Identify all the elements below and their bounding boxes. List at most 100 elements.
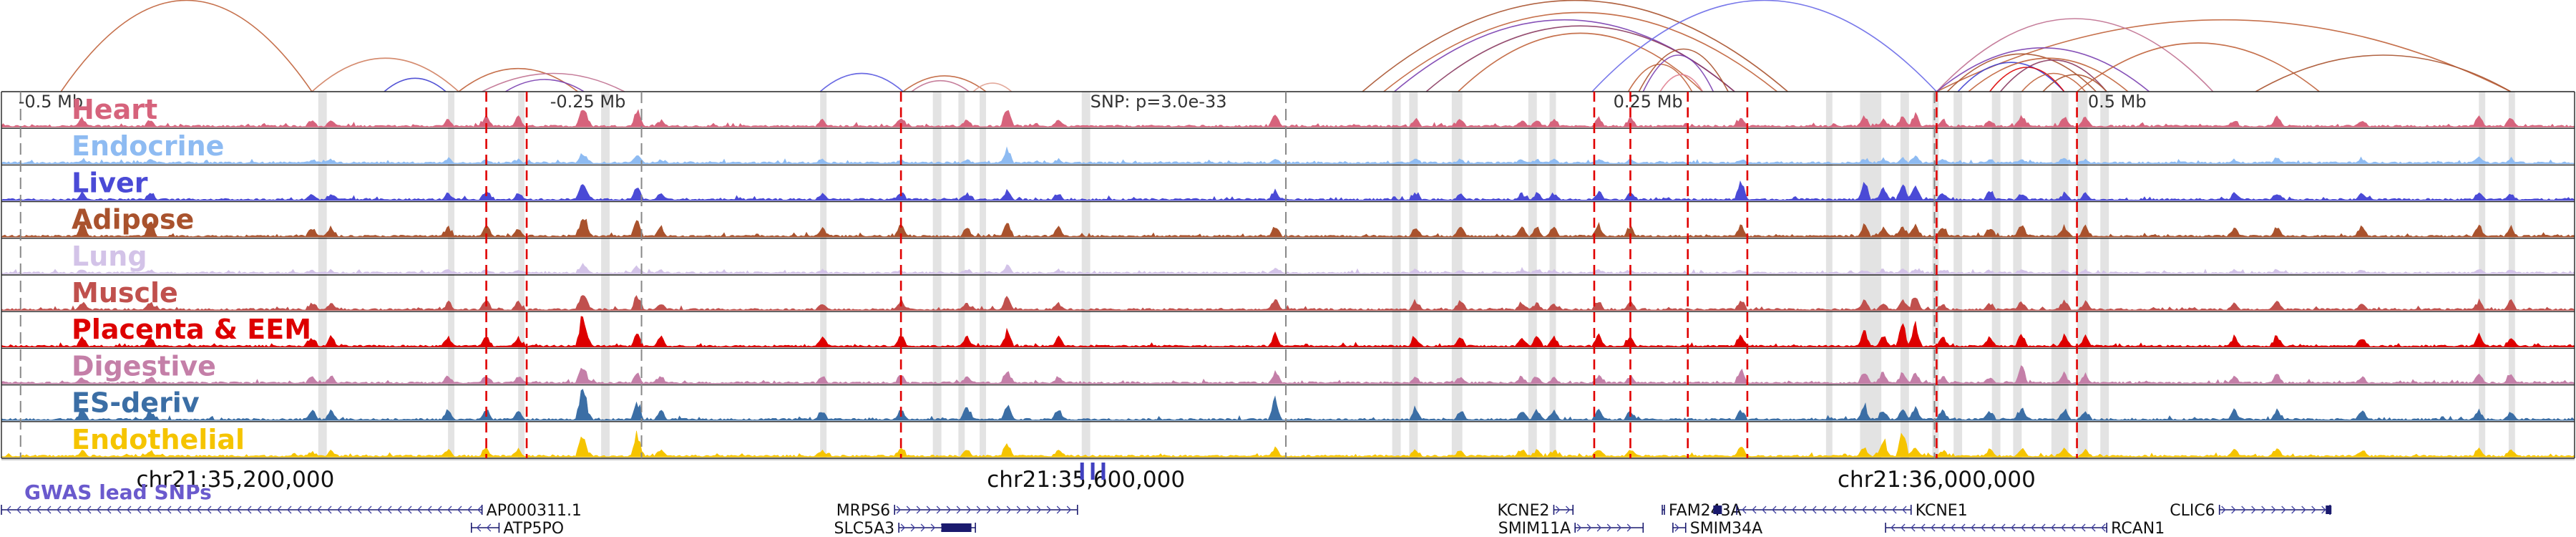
coordinate-tick-label: chr21:35,200,000 <box>136 467 334 493</box>
strand-arrow <box>77 505 82 514</box>
strand-arrow <box>16 505 21 514</box>
strand-arrow <box>2021 523 2026 532</box>
strand-arrow <box>277 505 282 514</box>
strand-arrow <box>317 505 322 514</box>
strand-arrow <box>167 505 172 514</box>
loop-arc <box>60 0 313 92</box>
strand-arrow <box>2091 523 2096 532</box>
strand-arrow <box>297 505 302 514</box>
strand-arrow <box>1674 523 1679 532</box>
loop-arc <box>1968 57 2129 92</box>
gene-smim34a: SMIM34A <box>1672 520 1762 537</box>
strand-arrow <box>910 523 916 532</box>
signal-profile <box>1 180 2575 200</box>
strand-arrow <box>407 505 412 514</box>
gwas-snp-mark <box>1080 463 1084 480</box>
strand-arrow <box>1842 505 1847 514</box>
signal-profile <box>1 316 2575 347</box>
track-liver <box>1 164 2575 201</box>
strand-arrow <box>2321 505 2326 514</box>
loop-arc <box>1458 32 1704 92</box>
strand-arrow <box>2251 505 2256 514</box>
strand-arrow <box>437 505 442 514</box>
strand-arrow <box>2281 505 2286 514</box>
strand-arrow <box>926 505 932 514</box>
loop-arc <box>1936 47 2150 92</box>
strand-arrow <box>976 505 982 514</box>
gene-name-label: AP000311.1 <box>487 502 582 520</box>
strand-arrow <box>2101 523 2106 532</box>
strand-arrow <box>1901 523 1906 532</box>
track-adipose <box>1 200 2575 238</box>
strand-arrow <box>1961 523 1966 532</box>
strand-arrow <box>1066 505 1072 514</box>
gene-mrps6: MRPS6 <box>836 502 1078 520</box>
strand-arrow <box>1911 523 1916 532</box>
strand-arrow <box>1606 523 1612 532</box>
strand-arrow <box>1006 505 1012 514</box>
strand-arrow <box>357 505 362 514</box>
strand-arrow <box>1991 523 1996 532</box>
strand-arrow <box>1971 523 1976 532</box>
gene-name-label: RCAN1 <box>2111 520 2165 537</box>
gene-name-label: MRPS6 <box>836 502 891 520</box>
strand-arrow <box>2231 505 2236 514</box>
loop-arc <box>1659 74 1704 92</box>
strand-arrow <box>247 505 252 514</box>
strand-arrow <box>906 505 912 514</box>
strand-arrow <box>2261 505 2266 514</box>
signal-profile <box>1 218 2575 238</box>
strand-arrow <box>107 505 112 514</box>
strand-arrow <box>2071 523 2076 532</box>
strand-arrow <box>1822 505 1827 514</box>
strand-arrow <box>1921 523 1926 532</box>
strand-arrow <box>87 505 92 514</box>
gene-kcne2: KCNE2 <box>1498 502 1574 520</box>
loop-arc <box>1591 0 1938 92</box>
strand-arrow <box>1882 505 1887 514</box>
loop-arc <box>1627 64 1693 92</box>
strand-arrow <box>476 523 482 532</box>
strand-arrow <box>2311 505 2316 514</box>
track-label: Placenta & EEM <box>72 314 311 345</box>
strand-arrow <box>157 505 162 514</box>
gene-name-label: SMIM11A <box>1498 520 1571 537</box>
relative-position-label: -0.5 Mb <box>19 92 83 112</box>
strand-arrow <box>2081 523 2086 532</box>
strand-arrow <box>197 505 202 514</box>
strand-arrow <box>2221 505 2226 514</box>
track-label: Adipose <box>72 204 194 236</box>
strand-arrow <box>36 505 42 514</box>
strand-arrow <box>900 523 906 532</box>
signal-profile <box>1 389 2575 421</box>
strand-arrow <box>996 505 1002 514</box>
strand-arrow <box>1931 523 1936 532</box>
strand-arrow <box>1892 505 1897 514</box>
strand-arrow <box>2241 505 2246 514</box>
strand-arrow <box>417 505 422 514</box>
strand-arrow <box>477 505 482 514</box>
strand-arrow <box>920 523 926 532</box>
strand-arrow <box>1802 505 1807 514</box>
track-digestive <box>1 347 2575 384</box>
gene-name-label: SMIM34A <box>1690 520 1762 537</box>
strand-arrow <box>67 505 72 514</box>
loop-arc <box>311 57 459 92</box>
strand-arrow <box>1782 505 1787 514</box>
strand-arrow <box>1576 523 1582 532</box>
track-label: Endocrine <box>72 130 224 162</box>
strand-arrow <box>427 505 432 514</box>
strand-arrow <box>1586 523 1592 532</box>
loop-arc <box>1638 48 1729 92</box>
strand-arrow <box>2291 505 2296 514</box>
gene-atp5po: ATP5PO <box>470 520 564 537</box>
gene-slc5a3: SLC5A3 <box>834 520 976 537</box>
loop-arc <box>1989 67 2065 92</box>
strand-arrow <box>1872 505 1877 514</box>
gene-name-label: KCNE2 <box>1498 502 1550 520</box>
track-label: Lung <box>72 241 147 272</box>
gwas-snp-mark <box>1101 463 1106 480</box>
track-es-deriv <box>1 384 2575 421</box>
exon-block <box>941 523 972 532</box>
